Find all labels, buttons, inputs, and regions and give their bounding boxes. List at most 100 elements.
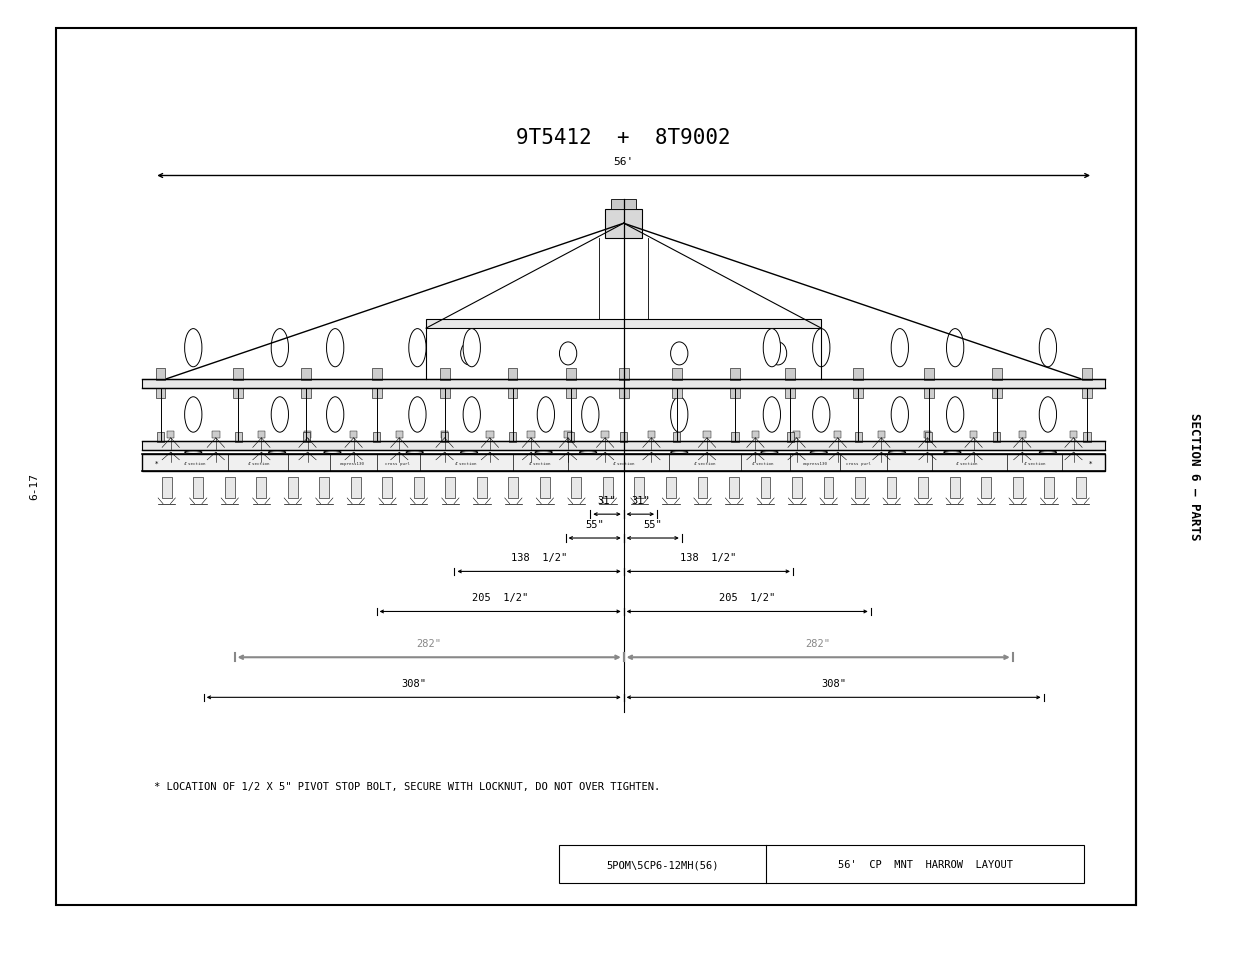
Ellipse shape	[944, 452, 961, 454]
Bar	[1044, 477, 1053, 498]
Bar	[785, 369, 795, 380]
Bar	[855, 433, 862, 442]
Ellipse shape	[461, 342, 478, 366]
Bar	[673, 433, 680, 442]
Bar	[540, 477, 550, 498]
Bar	[925, 433, 932, 442]
Bar	[666, 477, 676, 498]
Bar	[603, 477, 613, 498]
Bar	[853, 369, 863, 380]
Bar	[350, 432, 357, 438]
Ellipse shape	[892, 397, 909, 433]
Ellipse shape	[1040, 397, 1056, 433]
Bar	[619, 369, 629, 380]
Bar	[969, 432, 977, 438]
Bar	[878, 432, 885, 438]
Bar	[566, 389, 576, 398]
Text: 31": 31"	[631, 496, 650, 505]
Ellipse shape	[946, 397, 963, 433]
Bar	[157, 433, 164, 442]
Ellipse shape	[813, 397, 830, 433]
Bar	[1083, 433, 1091, 442]
Bar	[258, 432, 266, 438]
Text: SECTION 6 – PARTS: SECTION 6 – PARTS	[1188, 413, 1200, 540]
Bar	[142, 379, 1105, 389]
Ellipse shape	[185, 397, 203, 433]
Bar	[257, 477, 267, 498]
Ellipse shape	[272, 329, 289, 368]
Bar	[320, 477, 330, 498]
Bar	[156, 369, 165, 380]
Text: 6-17: 6-17	[30, 473, 40, 499]
Bar	[1082, 369, 1092, 380]
Bar	[373, 433, 380, 442]
Text: 56': 56'	[614, 157, 634, 167]
Ellipse shape	[810, 452, 827, 454]
Bar	[441, 433, 448, 442]
Bar	[395, 432, 403, 438]
Bar	[1013, 477, 1023, 498]
Bar	[508, 389, 517, 398]
Bar	[440, 389, 450, 398]
Bar	[162, 477, 172, 498]
Bar	[194, 477, 204, 498]
Bar	[212, 432, 220, 438]
Bar	[233, 369, 243, 380]
Ellipse shape	[892, 329, 909, 368]
Text: express130: express130	[340, 461, 364, 465]
Bar	[235, 433, 242, 442]
Text: express130: express130	[803, 461, 827, 465]
Bar	[792, 477, 802, 498]
Bar	[414, 477, 424, 498]
Text: 56'  CP  MNT  HARROW  LAYOUT: 56' CP MNT HARROW LAYOUT	[837, 860, 1013, 869]
Ellipse shape	[1040, 452, 1056, 454]
Bar	[167, 432, 174, 438]
Bar	[1076, 477, 1086, 498]
Bar	[924, 369, 934, 380]
Ellipse shape	[888, 452, 905, 454]
Bar	[509, 433, 516, 442]
Ellipse shape	[813, 329, 830, 368]
Ellipse shape	[1040, 329, 1056, 368]
Ellipse shape	[763, 329, 781, 368]
Bar	[301, 389, 311, 398]
Ellipse shape	[185, 329, 203, 368]
Ellipse shape	[272, 397, 289, 433]
Bar	[1070, 432, 1077, 438]
Ellipse shape	[763, 397, 781, 433]
Text: 4'section: 4'section	[956, 461, 978, 465]
Bar	[619, 389, 629, 398]
Text: * LOCATION OF 1/2 X 5" PIVOT STOP BOLT, SECURE WITH LOCKNUT, DO NOT OVER TIGHTEN: * LOCATION OF 1/2 X 5" PIVOT STOP BOLT, …	[154, 781, 661, 791]
Text: 205  1/2": 205 1/2"	[472, 593, 529, 602]
Bar	[56, 29, 1136, 905]
Ellipse shape	[409, 329, 426, 368]
Text: 4'section: 4'section	[613, 461, 635, 465]
Bar	[611, 200, 636, 210]
Bar	[620, 433, 627, 442]
Ellipse shape	[463, 397, 480, 433]
Text: cross purl: cross purl	[846, 461, 871, 465]
Bar	[303, 433, 310, 442]
Bar	[761, 477, 771, 498]
Ellipse shape	[559, 342, 577, 366]
Ellipse shape	[326, 397, 343, 433]
Bar	[508, 369, 517, 380]
Bar	[233, 389, 243, 398]
Bar	[564, 432, 572, 438]
Text: 4'section: 4'section	[529, 461, 551, 465]
Ellipse shape	[671, 397, 688, 433]
Text: 4'section: 4'section	[184, 461, 206, 465]
Bar	[855, 477, 864, 498]
Text: 138  1/2": 138 1/2"	[511, 553, 567, 562]
Bar	[1019, 432, 1026, 438]
Ellipse shape	[324, 452, 341, 454]
Bar	[853, 389, 863, 398]
Bar	[787, 433, 794, 442]
Ellipse shape	[409, 397, 426, 433]
Text: 282": 282"	[416, 639, 442, 648]
Bar	[992, 389, 1002, 398]
Bar	[372, 389, 382, 398]
Text: 308": 308"	[401, 679, 426, 688]
Text: 4'section: 4'section	[248, 461, 270, 465]
Bar	[527, 432, 535, 438]
